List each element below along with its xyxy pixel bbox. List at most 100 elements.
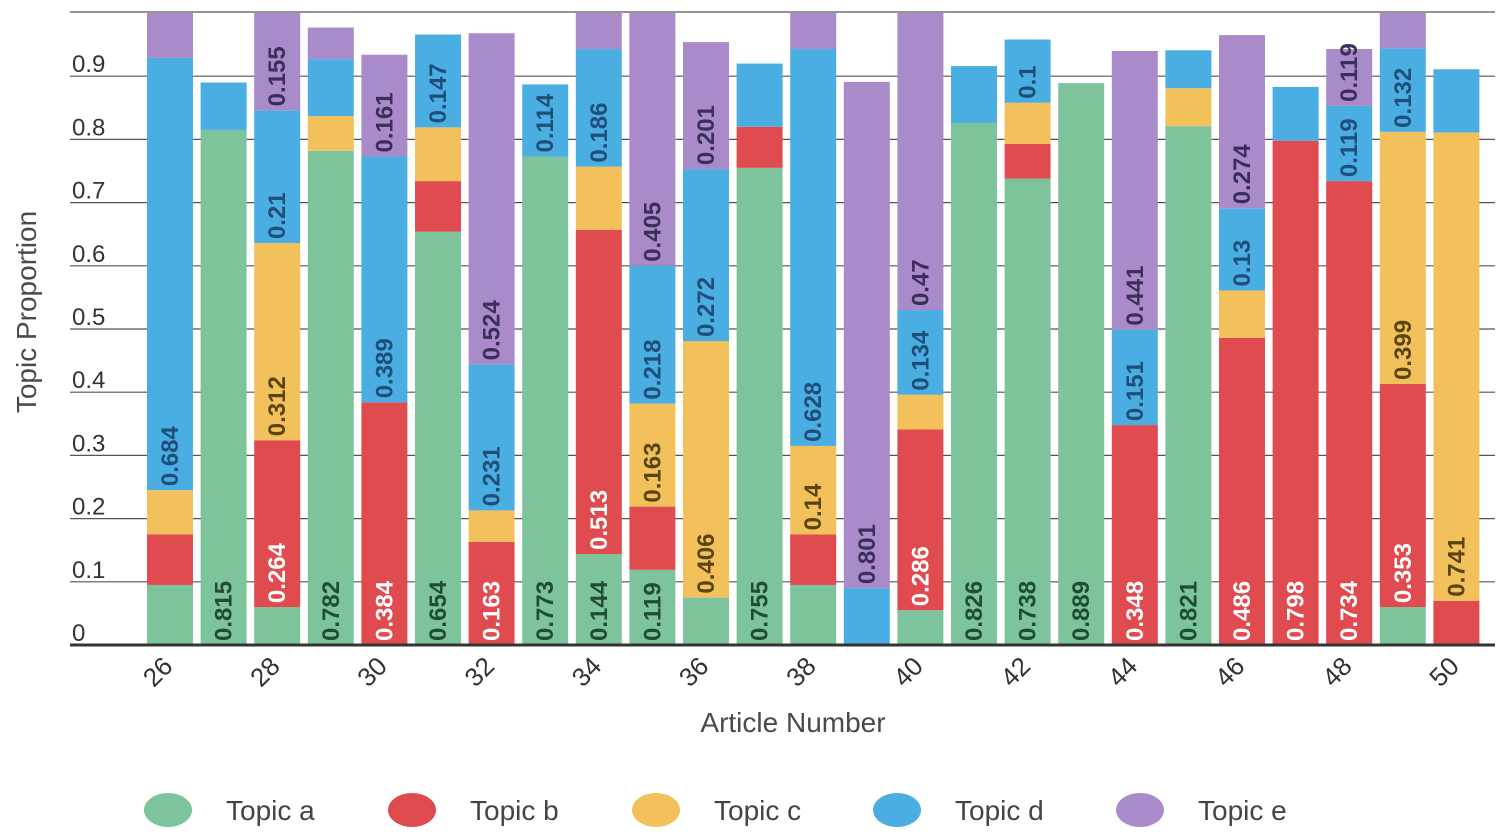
bar-segment <box>736 126 783 168</box>
bar-segment <box>1165 50 1212 89</box>
y-axis-title: Topic Proportion <box>11 211 42 413</box>
bar-segment <box>951 122 997 645</box>
bar-segment <box>1433 69 1480 133</box>
bar-segment <box>468 33 515 365</box>
data-label: 0.218 <box>639 340 666 400</box>
bar-segment <box>629 265 676 404</box>
y-tick-label: 0.5 <box>72 304 105 331</box>
data-label: 0.147 <box>425 63 452 123</box>
y-axis-ticks: 0 0.1 0.2 0.3 0.4 0.5 0.6 0.7 0.8 0.9 <box>72 51 105 647</box>
x-tick-label: 28 <box>244 651 286 693</box>
data-label: 0.163 <box>479 581 506 641</box>
bar-segment <box>1326 105 1373 182</box>
bar-segment <box>1272 86 1319 141</box>
bar-segment <box>683 42 729 170</box>
bar-segment <box>575 13 622 50</box>
bar-segment <box>1219 337 1265 645</box>
bar-segment <box>575 166 622 230</box>
data-label: 0.389 <box>371 338 398 398</box>
data-label: 0.272 <box>693 277 720 337</box>
bar-segment <box>629 13 676 266</box>
bar-segment <box>522 84 569 157</box>
data-label: 0.734 <box>1336 580 1363 641</box>
y-tick-label: 0 <box>72 620 85 647</box>
data-label: 0.1 <box>1015 65 1042 98</box>
bar-segment <box>897 13 944 311</box>
data-label: 0.114 <box>532 93 559 152</box>
bar-segment <box>897 310 944 395</box>
bar-segment <box>147 57 193 491</box>
bar-segment <box>254 13 301 111</box>
data-label: 0.348 <box>1122 581 1149 641</box>
data-label: 0.134 <box>907 330 934 391</box>
legend-label: Topic e <box>1198 795 1287 826</box>
data-label: 0.773 <box>532 581 559 641</box>
data-label: 0.815 <box>211 581 238 641</box>
data-label: 0.151 <box>1122 361 1149 421</box>
y-tick-label: 0.2 <box>72 494 105 521</box>
bar-segment <box>1379 48 1426 132</box>
bar-segment <box>254 440 301 608</box>
bar-segment <box>415 34 461 128</box>
bar-segment <box>1111 425 1158 645</box>
bar-segment <box>307 150 354 645</box>
x-tick-label: 46 <box>1209 651 1251 693</box>
bar-segment <box>1004 178 1051 646</box>
data-label: 0.405 <box>639 202 666 262</box>
bar-segment <box>1165 126 1212 646</box>
x-axis-title: Article Number <box>700 707 885 738</box>
bar-segment <box>200 129 247 646</box>
data-label: 0.163 <box>639 443 666 503</box>
data-label: 0.513 <box>586 490 613 550</box>
data-label: 0.47 <box>907 259 934 306</box>
y-tick-label: 0.7 <box>72 178 105 205</box>
bar-segment <box>361 54 408 157</box>
bar-segment <box>683 341 729 598</box>
bar-segment <box>790 49 837 446</box>
bar-segment <box>575 553 622 645</box>
bar-segment <box>415 127 461 182</box>
bar-segment <box>1004 143 1051 179</box>
data-label: 0.13 <box>1229 240 1256 287</box>
bar-segment <box>1219 208 1265 291</box>
bar-segment <box>1058 83 1105 646</box>
bar-segment <box>200 82 247 130</box>
data-label: 0.524 <box>479 300 506 361</box>
bar-segment <box>790 534 837 585</box>
x-tick-label: 48 <box>1316 651 1358 693</box>
bar-segment <box>790 13 837 50</box>
data-label: 0.21 <box>264 192 291 239</box>
data-label: 0.684 <box>157 425 184 486</box>
x-tick-label: 26 <box>137 651 179 693</box>
data-label: 0.821 <box>1175 581 1202 641</box>
x-tick-label: 30 <box>351 651 393 693</box>
data-label: 0.286 <box>907 546 934 606</box>
bar-segment <box>1379 13 1426 49</box>
bar-segment <box>468 364 515 511</box>
data-label: 0.782 <box>318 581 345 641</box>
data-label: 0.274 <box>1229 144 1256 205</box>
bar-segment <box>1219 35 1265 209</box>
data-label: 0.264 <box>264 542 291 603</box>
bar-segment <box>1004 39 1051 103</box>
data-label: 0.738 <box>1015 581 1042 641</box>
data-label: 0.132 <box>1390 68 1417 128</box>
bar-segment <box>629 403 676 507</box>
y-tick-label: 0.6 <box>72 241 105 268</box>
bar-segment <box>897 610 944 645</box>
bar-segment <box>415 181 461 232</box>
legend-label: Topic c <box>714 795 801 826</box>
x-tick-label: 44 <box>1102 651 1144 693</box>
data-label: 0.119 <box>1336 43 1363 102</box>
bar-segment <box>361 402 408 645</box>
bar-segment <box>897 394 944 430</box>
bar-segment <box>147 534 193 585</box>
y-tick-label: 0.1 <box>72 557 105 584</box>
bar-segment <box>1219 290 1265 338</box>
bar-segment <box>897 429 944 611</box>
bar-segment <box>1004 102 1051 144</box>
bar-segment <box>468 541 515 645</box>
bar-segment <box>1111 50 1158 330</box>
bar-segment <box>1326 181 1373 645</box>
data-label: 0.798 <box>1283 581 1310 641</box>
